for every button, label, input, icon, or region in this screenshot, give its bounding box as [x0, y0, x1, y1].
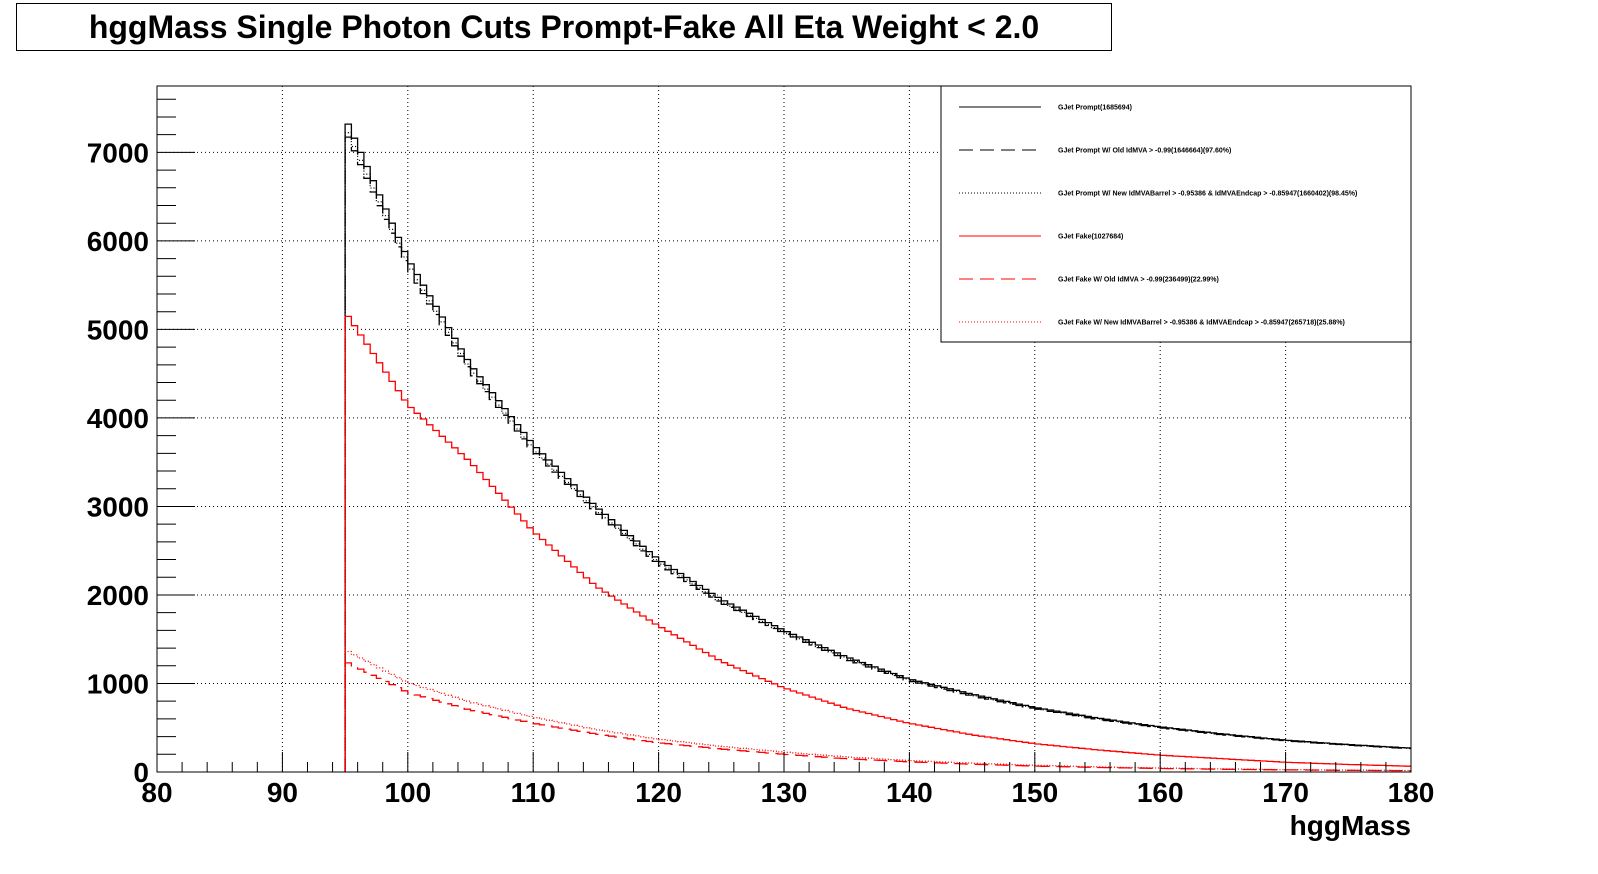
legend-entry-label: GJet Fake W/ Old IdMVA > -0.99(236499)(2… — [1058, 277, 1219, 284]
legend: GJet Prompt(1685694) GJet Prompt W/ Old I… — [940, 85, 1412, 343]
x-tick-label: 100 — [384, 777, 431, 808]
legend-entry-label: GJet Prompt W/ Old IdMVA > -0.99(1646664… — [1058, 148, 1231, 155]
series-group — [344, 123, 1411, 772]
legend-entry-label: GJet Prompt(1685694) — [1058, 105, 1132, 112]
series-line — [344, 662, 1411, 772]
y-tick-label: 1000 — [87, 668, 149, 699]
x-tick-label: 80 — [141, 777, 172, 808]
x-tick-label: 120 — [635, 777, 682, 808]
y-tick-label: 0 — [133, 757, 149, 788]
tick-labels: 80 90 100 110 120 130 140 150 160 170 180 0 1000 2000… — [87, 137, 1435, 808]
x-tick-label: 160 — [1137, 777, 1184, 808]
series-line — [344, 315, 1411, 772]
x-tick-label: 180 — [1388, 777, 1435, 808]
legend-box — [940, 85, 1412, 343]
legend-entry-label: GJet Prompt W/ New IdMVABarrel > -0.9538… — [1058, 191, 1357, 198]
y-tick-label: 2000 — [87, 580, 149, 611]
series-line — [344, 123, 1411, 772]
x-axis-title: hggMass — [1290, 810, 1411, 841]
legend-entry-label: GJet Fake W/ New IdMVABarrel > -0.95386 … — [1058, 320, 1345, 327]
series-line — [344, 650, 1411, 772]
series-line — [344, 132, 1411, 772]
legend-entry-label: GJet Fake(1027684) — [1058, 234, 1123, 241]
y-tick-label: 5000 — [87, 314, 149, 345]
y-tick-label: 3000 — [87, 491, 149, 522]
x-tick-label: 140 — [886, 777, 933, 808]
y-tick-label: 6000 — [87, 226, 149, 257]
chart-title-box: hggMass Single Photon Cuts Prompt-Fake A… — [16, 3, 1112, 51]
y-tick-label: 7000 — [87, 137, 149, 168]
x-tick-label: 150 — [1011, 777, 1058, 808]
x-tick-label: 90 — [267, 777, 298, 808]
axis-ticks — [156, 98, 1412, 773]
x-tick-label: 110 — [511, 777, 556, 808]
x-tick-label: 170 — [1262, 777, 1309, 808]
y-tick-label: 4000 — [87, 403, 149, 434]
x-tick-label: 130 — [761, 777, 808, 808]
chart-title: hggMass Single Photon Cuts Prompt-Fake A… — [88, 8, 1040, 45]
